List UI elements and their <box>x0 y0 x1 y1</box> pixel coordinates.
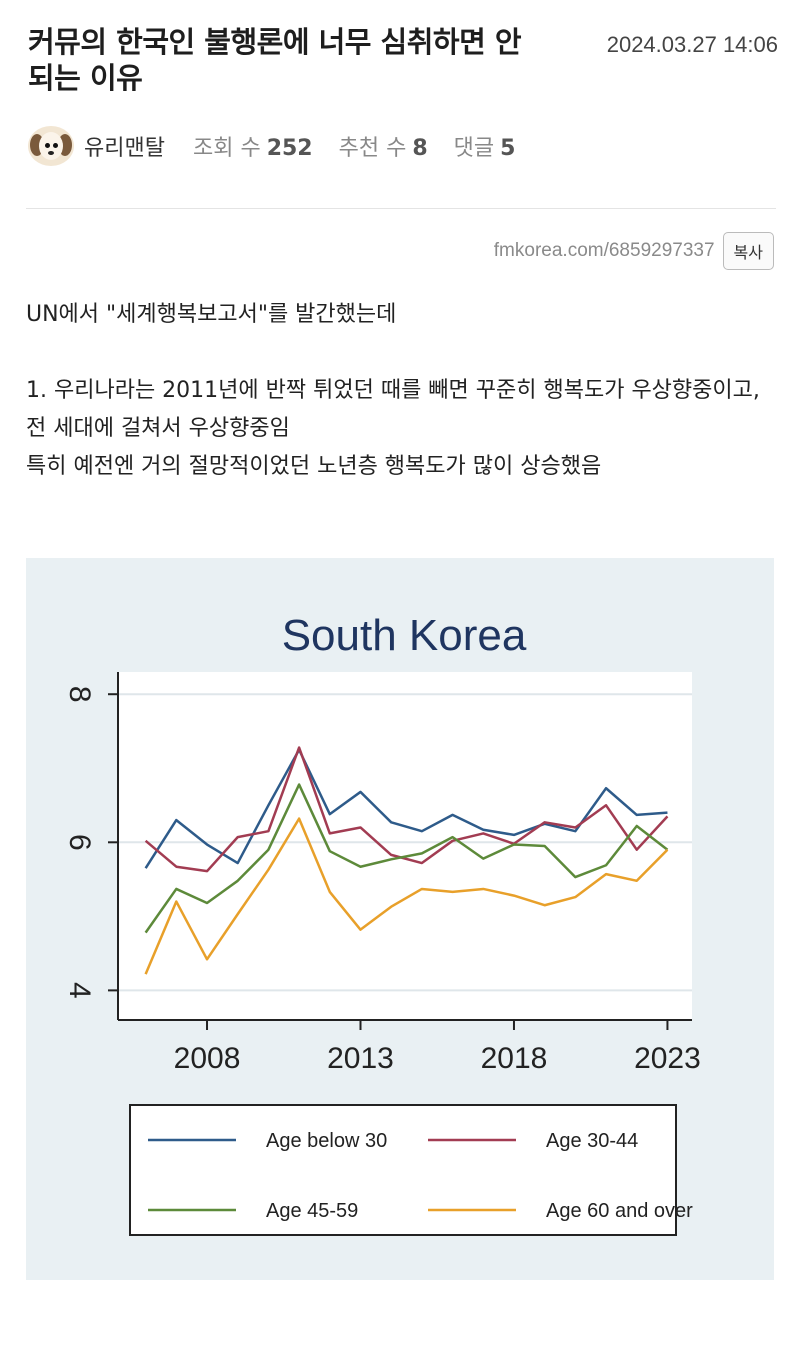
post-date: 2024.03.27 14:06 <box>606 32 778 57</box>
avatar[interactable] <box>28 126 74 166</box>
happiness-line-chart: South Korea 4 6 8 2008 2013 2018 2023 Age belo… <box>63 611 701 1236</box>
x-tick-label: 2018 <box>481 1042 548 1075</box>
author-name[interactable]: 유리맨탈 <box>84 136 165 161</box>
plot-area <box>118 672 692 1020</box>
header-divider <box>26 208 776 209</box>
post-title: 커뮤의 한국인 불행론에 너무 심취하면 안 되는 이유 <box>28 25 522 95</box>
legend-label: Age below 30 <box>266 1130 387 1152</box>
series-line-3 <box>144 817 669 975</box>
x-tick-label: 2023 <box>634 1042 701 1075</box>
x-tick-label: 2013 <box>327 1042 394 1075</box>
chart-panel: South Korea 4 6 8 2008 2013 2018 2023 Age belo… <box>26 558 774 1280</box>
view-count: 조회 수 252 <box>192 136 313 161</box>
y-tick-label: 8 <box>63 686 96 703</box>
x-tick-label: 2008 <box>174 1042 241 1075</box>
y-tick-label: 4 <box>63 982 96 999</box>
copy-url-button[interactable]: 복사 <box>722 232 774 270</box>
body-line: 특히 예전엔 거의 절망적이었던 노년층 행복도가 많이 상승했음 <box>26 454 602 479</box>
body-line: UN에서 "세계행복보고서"를 발간했는데 <box>26 302 397 327</box>
post-body: UN에서 "세계행복보고서"를 발간했는데 1. 우리나라는 2011년에 반짝… <box>26 296 776 486</box>
legend-label: Age 60 and over <box>546 1200 693 1222</box>
comment-count[interactable]: 댓글 5 <box>453 136 516 161</box>
legend-label: Age 45-59 <box>266 1200 358 1222</box>
series-line-1 <box>144 746 669 873</box>
legend-box <box>129 1104 677 1236</box>
y-tick-label: 6 <box>63 834 96 851</box>
legend-label: Age 30-44 <box>546 1130 638 1152</box>
post-url[interactable]: fmkorea.com/6859297337 <box>493 240 715 261</box>
series-line-2 <box>144 783 669 934</box>
body-line: 1. 우리나라는 2011년에 반짝 튀었던 때를 빼면 꾸준히 행복도가 우상… <box>26 378 760 441</box>
chart-title: South Korea <box>282 611 527 660</box>
post-link-row: fmkorea.com/6859297337 복사 <box>494 232 774 270</box>
